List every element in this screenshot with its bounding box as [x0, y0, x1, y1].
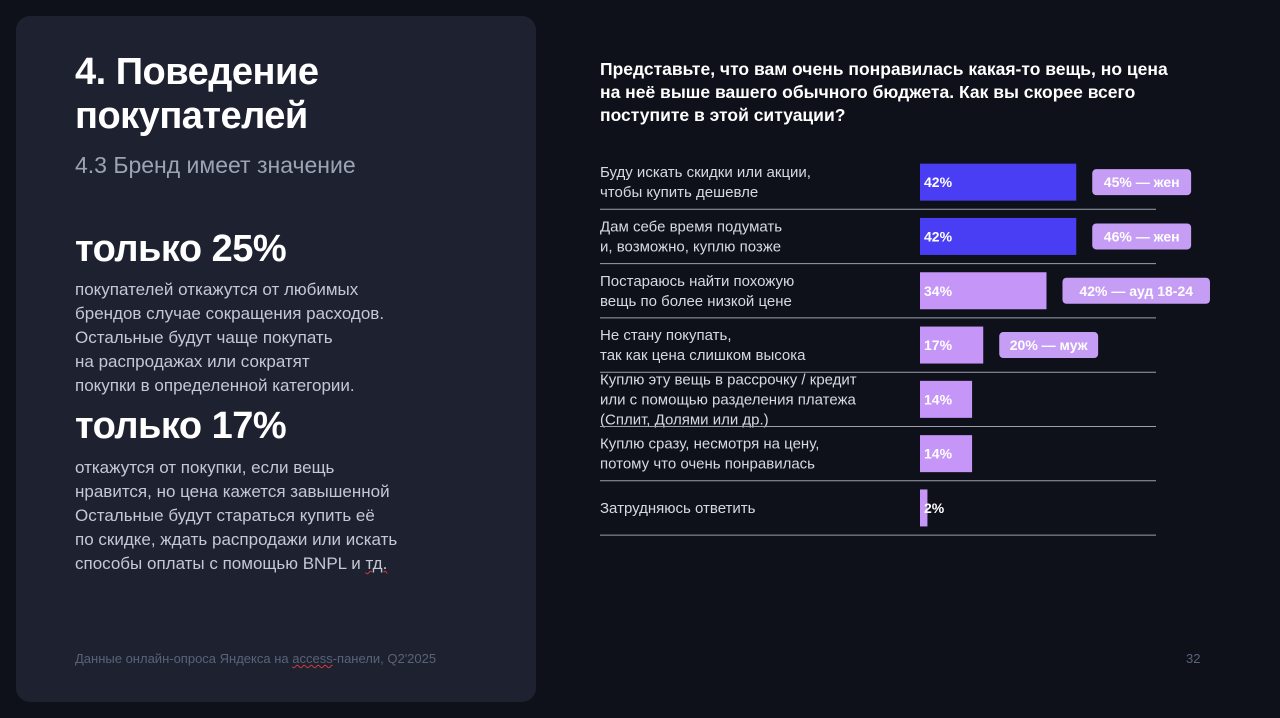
category-label: Куплю эту вещь в рассрочку / кредит или с… — [600, 371, 857, 428]
bar — [920, 435, 973, 473]
value-label: 14% — [924, 391, 953, 407]
bar — [920, 489, 928, 527]
stat-text-17-tail: тд. — [365, 554, 388, 573]
footnote-pre: Данные онлайн-опроса Яндекса на — [75, 651, 293, 666]
footnote-post: -панели, Q2'2025 — [332, 651, 437, 666]
footnote-word: access — [292, 651, 333, 666]
value-label: 42% — [924, 228, 953, 244]
segment-badge — [1092, 223, 1192, 250]
bar — [920, 380, 973, 418]
source-footnote: Данные онлайн-опроса Яндекса на access-п… — [75, 651, 436, 666]
category-label: Буду искать скидки или акции, чтобы купит… — [600, 164, 811, 201]
bar — [920, 272, 1047, 310]
survey-question: Представьте, что вам очень понравилась к… — [600, 59, 1168, 125]
segment-badge — [1062, 277, 1210, 304]
segment-badge — [1092, 169, 1192, 196]
segment-badge-label: 45% — жен — [1104, 174, 1180, 190]
category-label: Затрудняюсь ответить — [600, 500, 756, 517]
bar — [920, 217, 1077, 255]
stat-text-17-main: откажутся от покупки, если вещь нравится… — [75, 458, 398, 573]
category-label: Постараюсь найти похожую вещь по более ни… — [600, 273, 794, 310]
page-number: 32 — [1186, 651, 1201, 666]
value-label: 14% — [924, 446, 953, 462]
value-label: 34% — [924, 283, 953, 299]
stat-headline-17: только 17% — [75, 405, 287, 447]
segment-badge-label: 42% — ауд 18-24 — [1079, 283, 1193, 299]
value-label: 42% — [924, 174, 953, 190]
category-label: Куплю сразу, несмотря на цену, потому что… — [600, 436, 819, 473]
left-panel — [16, 16, 536, 702]
segment-badge-label: 20% — муж — [1010, 337, 1089, 353]
segment-badge-label: 46% — жен — [1104, 228, 1180, 244]
segment-badge — [999, 332, 1099, 359]
stat-headline-25: только 25% — [75, 228, 287, 270]
value-label: 17% — [924, 337, 953, 353]
bar — [920, 163, 1077, 201]
section-subtitle: 4.3 Бренд имеет значение — [75, 152, 356, 178]
stat-text-25: покупателей откажутся от любимых брендов… — [75, 280, 385, 395]
stat-text-17: откажутся от покупки, если вещь нравится… — [75, 456, 515, 576]
category-label: Дам себе время подумать и, возможно, купл… — [600, 218, 782, 255]
category-label: Не стану покупать, так как цена слишком в… — [600, 327, 806, 364]
value-label: 2% — [924, 500, 945, 516]
page-title: 4. Поведение покупателей — [75, 51, 319, 137]
bar — [920, 326, 984, 364]
